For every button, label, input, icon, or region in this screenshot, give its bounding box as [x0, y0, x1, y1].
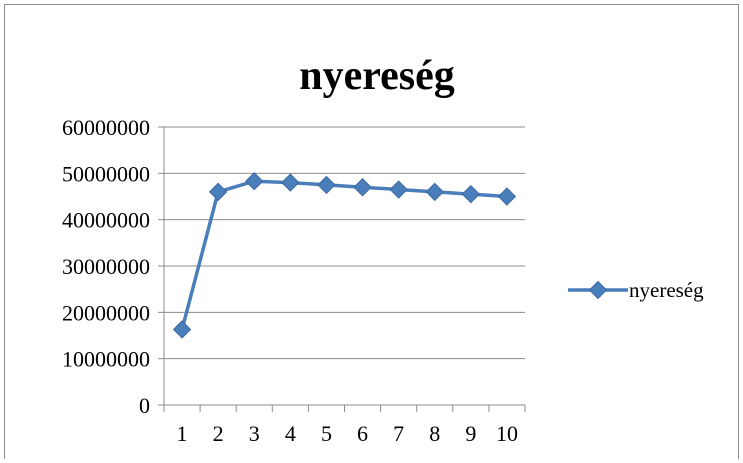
data-point: [353, 178, 372, 197]
x-tick-label: 9: [465, 421, 476, 446]
data-point: [172, 320, 192, 339]
legend-marker: [588, 280, 608, 300]
data-point: [497, 187, 517, 206]
series-line: [180, 179, 508, 330]
x-tick-label: 10: [496, 421, 518, 446]
x-tick-label: 3: [249, 421, 260, 446]
y-axis-tick-labels: 0 10000000 20000000 30000000 40000000 5000000…: [62, 115, 150, 418]
x-tick-label: 7: [393, 421, 404, 446]
chart-frame: nyereség 0 10000000 20000000 30000000 400000…: [4, 4, 739, 459]
x-tick-label: 4: [285, 421, 296, 446]
series-group: [172, 172, 517, 339]
y-tick-label: 10000000: [62, 347, 150, 372]
y-tick-label: 50000000: [62, 161, 150, 186]
x-tick-label: 1: [177, 421, 188, 446]
data-point: [245, 172, 264, 191]
data-point: [281, 173, 300, 192]
legend-label: nyereség: [629, 278, 704, 302]
x-tick-label: 5: [321, 421, 332, 446]
chart: nyereség 0 10000000 20000000 30000000 400000…: [62, 53, 704, 446]
data-point: [425, 182, 444, 202]
axes: [158, 126, 526, 412]
data-point: [461, 184, 481, 204]
data-point: [389, 180, 408, 199]
y-tick-label: 40000000: [62, 208, 150, 233]
x-axis-tick-labels: 1 2 3 4 5 6 7 8 9 10: [177, 421, 518, 446]
data-point: [208, 182, 228, 202]
gridlines: [164, 126, 525, 360]
x-tick-label: 2: [213, 421, 224, 446]
y-tick-label: 20000000: [62, 300, 150, 325]
y-tick-label: 30000000: [62, 254, 150, 279]
legend: nyereség: [568, 278, 704, 302]
x-tick-label: 8: [429, 421, 440, 446]
data-point: [317, 175, 336, 195]
x-tick-label: 6: [357, 421, 368, 446]
y-tick-label: 0: [139, 393, 150, 418]
y-tick-label: 60000000: [62, 115, 150, 140]
chart-title: nyereség: [299, 53, 455, 99]
